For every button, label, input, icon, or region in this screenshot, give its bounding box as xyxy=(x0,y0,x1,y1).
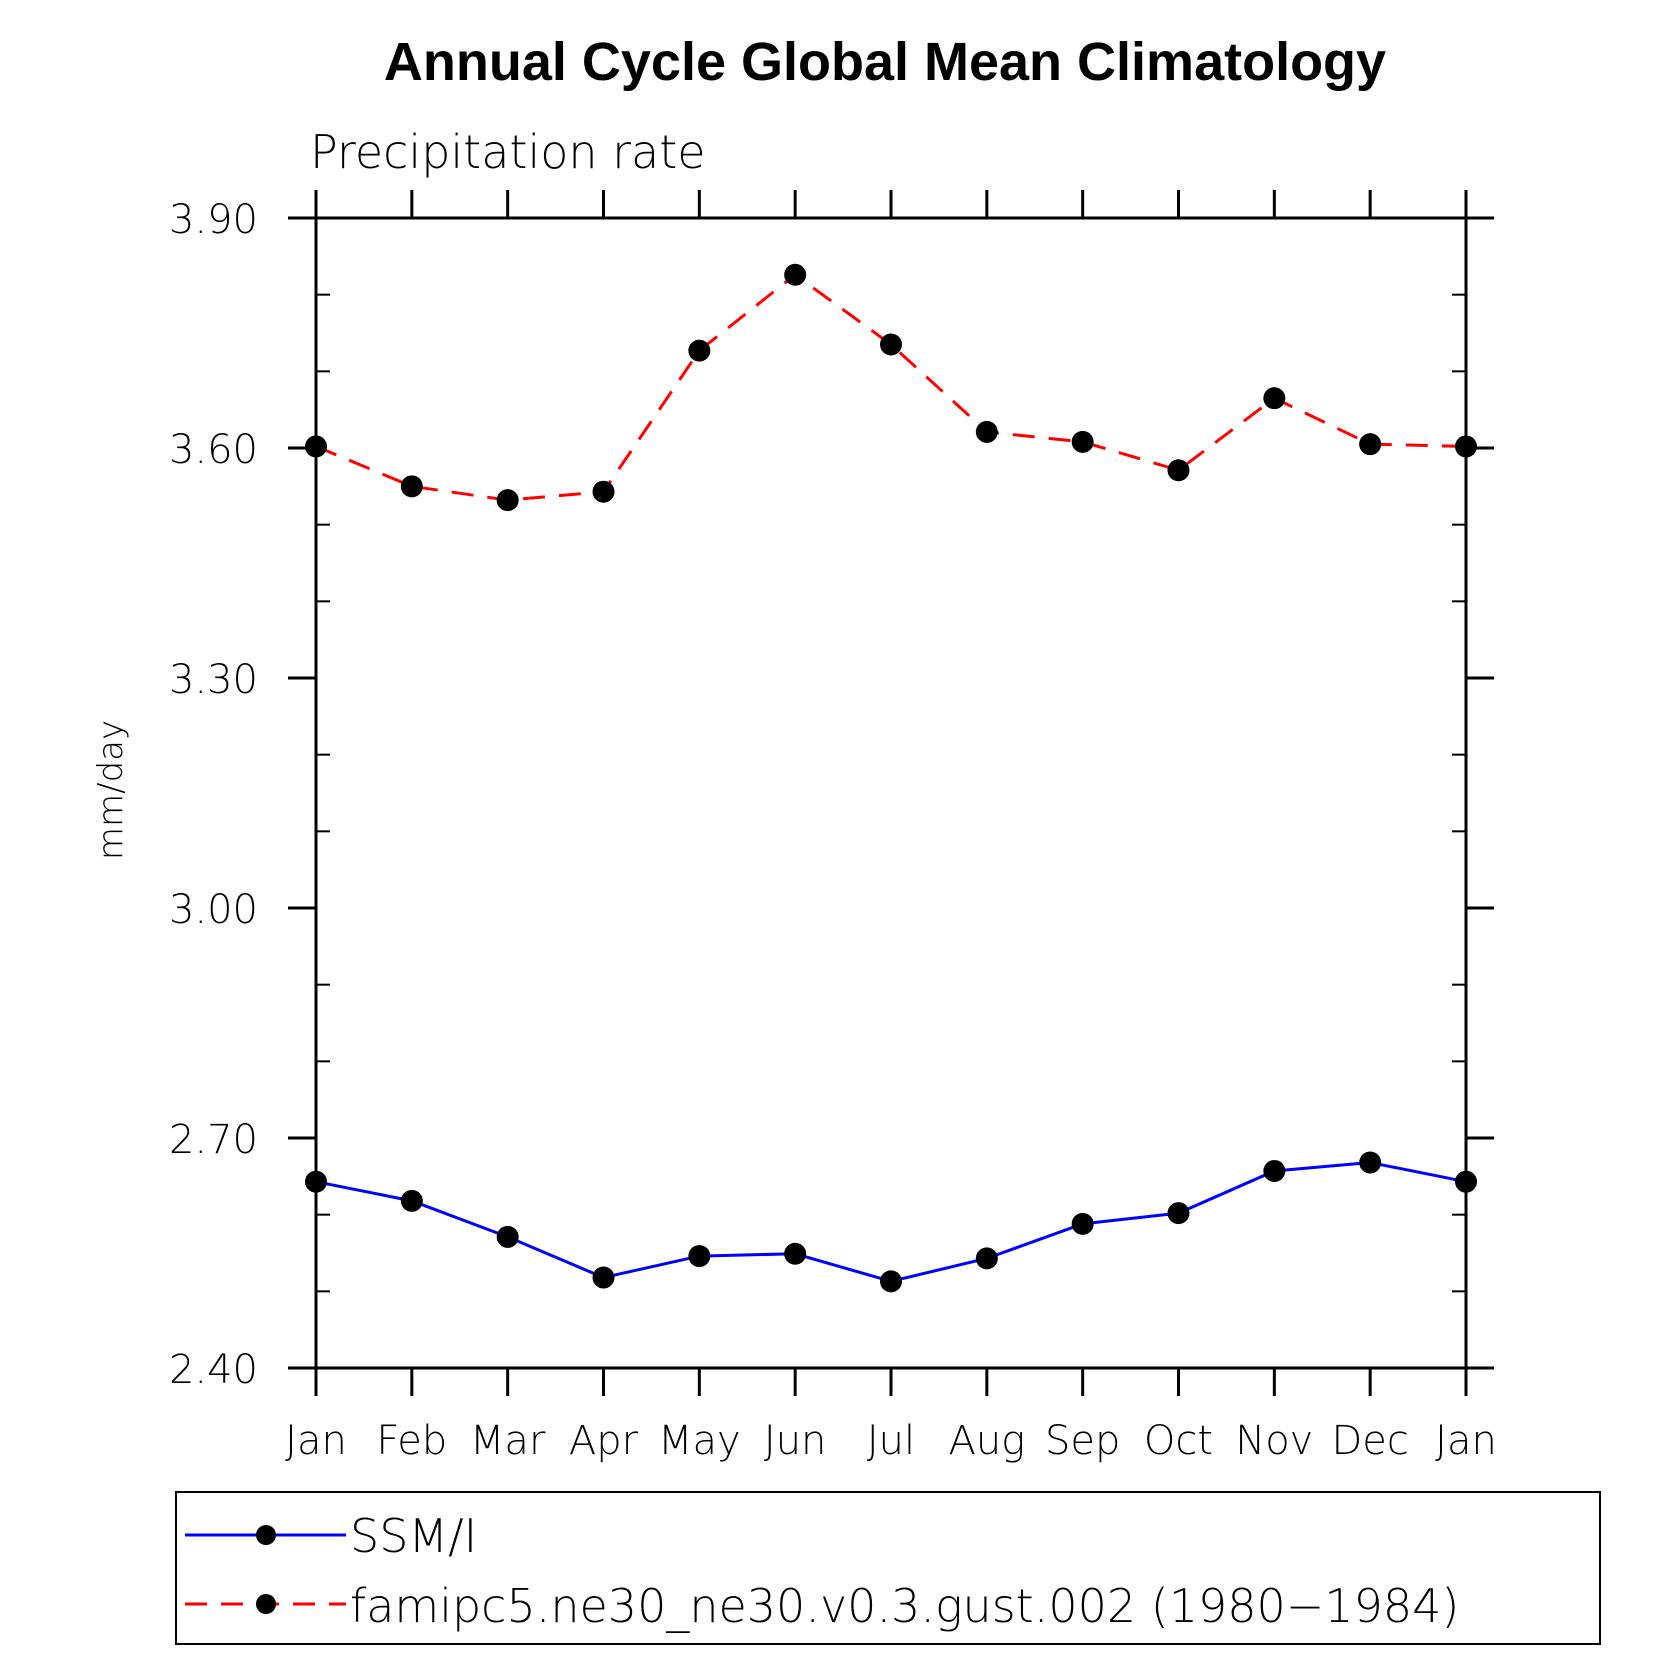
x-tick-label: Jul xyxy=(867,1418,915,1464)
data-point xyxy=(1263,387,1286,410)
data-point xyxy=(880,1270,902,1293)
x-tick-label: Aug xyxy=(948,1418,1025,1464)
legend-label-model: famipc5.ne30_ne30.v0.3.gust.002 (1980−19… xyxy=(350,1579,1459,1633)
y-tick-label: 2.70 xyxy=(169,1117,258,1163)
legend-marker-ssmi xyxy=(256,1525,276,1545)
chart-subtitle: Precipitation rate xyxy=(310,125,706,179)
data-point xyxy=(1263,1159,1286,1182)
data-point xyxy=(305,1170,327,1193)
series-line-1 xyxy=(315,272,1467,502)
series-markers xyxy=(305,263,1477,1293)
series-line-0 xyxy=(315,1161,1467,1283)
data-point xyxy=(784,1242,807,1265)
legend-marker-model xyxy=(256,1594,276,1614)
y-tick-label: 2.40 xyxy=(169,1347,258,1393)
y-tick-label: 3.90 xyxy=(169,197,258,243)
data-point xyxy=(496,489,519,512)
data-point xyxy=(784,263,807,286)
data-point xyxy=(975,1247,998,1270)
chart-title: Annual Cycle Global Mean Climatology xyxy=(384,32,1386,92)
x-tick-label: Feb xyxy=(376,1418,447,1464)
data-point xyxy=(1359,433,1382,456)
y-tick-label: 3.60 xyxy=(169,427,258,473)
y-tick-label: 3.00 xyxy=(169,887,258,933)
x-tick-label: Jan xyxy=(285,1418,347,1464)
x-tick-label: Jun xyxy=(764,1418,827,1464)
y-axis-label: mm/day xyxy=(91,720,131,860)
data-point xyxy=(880,333,902,356)
y-tick-label: 3.30 xyxy=(169,657,258,703)
x-tick-label: Oct xyxy=(1144,1418,1213,1464)
series-lines xyxy=(315,272,1467,1283)
data-point xyxy=(1071,430,1094,453)
data-point xyxy=(688,1245,711,1268)
data-point xyxy=(1071,1212,1094,1235)
legend-box xyxy=(175,1491,1601,1645)
data-point xyxy=(592,480,615,503)
data-point xyxy=(592,1266,615,1289)
x-tick-label: Sep xyxy=(1045,1418,1120,1464)
plot-frame xyxy=(314,216,1468,1370)
x-tick-label: Apr xyxy=(569,1418,639,1464)
data-point xyxy=(688,339,711,362)
data-point xyxy=(1455,435,1477,458)
x-tick-label: Nov xyxy=(1235,1418,1313,1464)
axes: Jan Feb Mar Apr May Jun Jul Aug Sep Oct Nov Dec Jan 2… xyxy=(169,190,1497,1464)
data-point xyxy=(400,475,423,498)
data-point xyxy=(975,420,998,443)
x-tick-label: May xyxy=(658,1418,741,1464)
x-tick-label: Dec xyxy=(1331,1418,1408,1464)
data-point xyxy=(305,435,327,458)
x-tick-label: Mar xyxy=(470,1418,546,1464)
legend: SSM/I famipc5.ne30_ne30.v0.3.gust.002 (1… xyxy=(175,1491,1601,1645)
data-point xyxy=(1359,1151,1382,1174)
legend-label-ssmi: SSM/I xyxy=(350,1509,477,1563)
data-point xyxy=(1455,1170,1477,1193)
data-point xyxy=(400,1189,423,1212)
data-point xyxy=(1167,1202,1190,1225)
data-point xyxy=(496,1225,519,1248)
data-point xyxy=(1167,459,1190,482)
x-tick-label: Jan xyxy=(1435,1418,1497,1464)
